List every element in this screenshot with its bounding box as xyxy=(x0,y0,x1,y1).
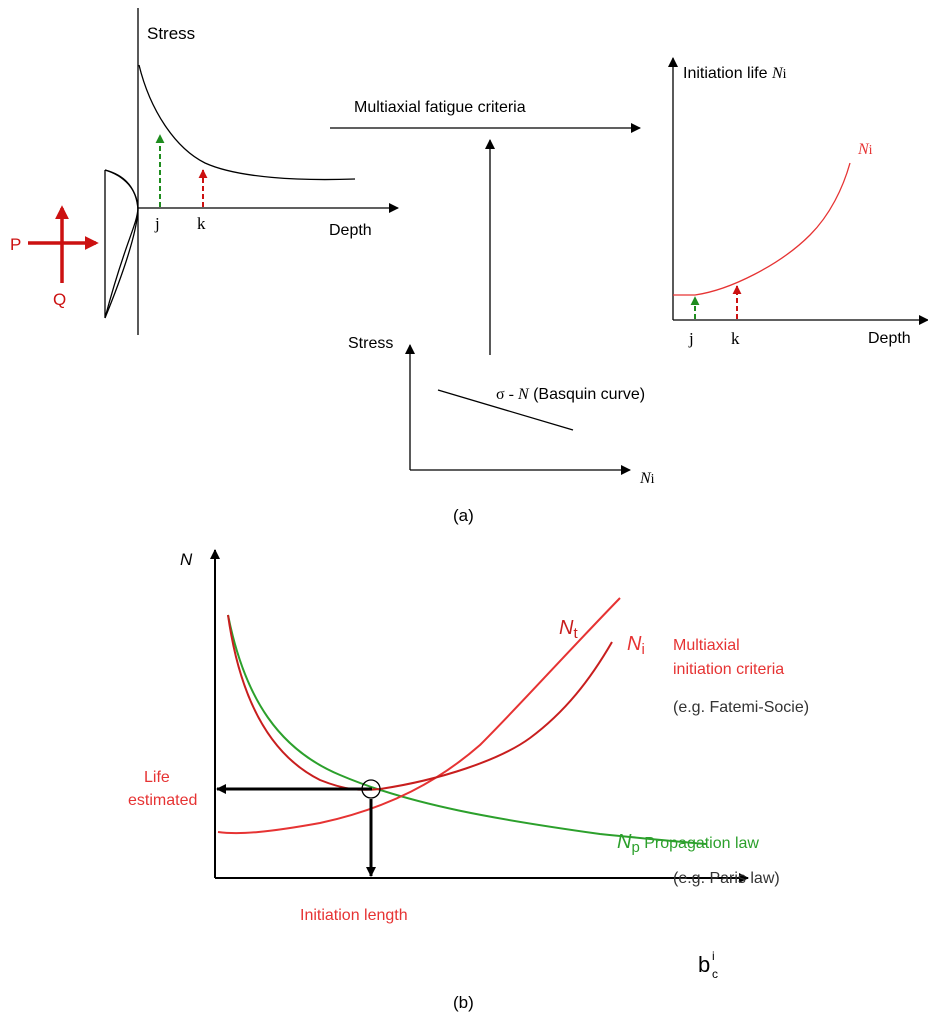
np-propagation-curve xyxy=(227,614,708,845)
stress-axis-label: Stress xyxy=(147,24,195,43)
initiation-life-curve xyxy=(673,162,851,296)
np-example: (e.g. Paris law) xyxy=(673,870,780,887)
ni-initiation-curve xyxy=(217,597,621,835)
initiation-life-plot: Initiation life Ni Ni Depth j k xyxy=(668,57,928,348)
point-j-label: j xyxy=(154,214,160,233)
basquin-plot: Stress σ - N (Basquin curve) Ni xyxy=(348,335,655,487)
criteria-flow: Multiaxial fatigue criteria xyxy=(330,99,641,355)
point-k-label: k xyxy=(197,214,206,233)
contact-pad-arc xyxy=(104,169,139,319)
basquin-y-label: Stress xyxy=(348,335,393,352)
stress-decay-curve xyxy=(138,64,356,181)
load-p-label: P xyxy=(10,235,21,254)
nt-total-curve xyxy=(227,614,613,791)
stress-depth-plot: Stress Depth j k xyxy=(137,8,399,335)
basquin-curve xyxy=(437,389,574,431)
life-curve-label: Ni xyxy=(857,141,873,158)
basquin-x-label: Ni xyxy=(639,470,655,487)
b-x-label-sup: i xyxy=(712,949,715,963)
np-label: Np Propagation law xyxy=(617,831,759,856)
life-point-k-label: k xyxy=(731,329,740,348)
life-estimated-line2: estimated xyxy=(128,792,197,809)
initiation-length-label: Initiation length xyxy=(300,907,408,924)
basquin-curve-label: σ - N (Basquin curve) xyxy=(496,386,645,403)
life-point-j-label: j xyxy=(688,329,694,348)
life-y-label: Initiation life Ni xyxy=(683,65,787,82)
panel-b: N b c i Nt Ni Multiaxial initiation crit… xyxy=(128,549,809,1012)
life-x-label: Depth xyxy=(868,330,911,347)
caption-a: (a) xyxy=(453,506,474,525)
contact-pad-shape xyxy=(104,169,139,319)
optimum-point-circle xyxy=(361,779,381,799)
load-arrows: P Q xyxy=(10,205,99,309)
ni-text-line2: initiation criteria xyxy=(673,661,784,678)
b-y-label: N xyxy=(180,550,193,569)
criteria-label: Multiaxial fatigue criteria xyxy=(354,99,526,116)
nt-label: Nt xyxy=(559,617,578,642)
depth-axis-label: Depth xyxy=(329,222,372,239)
ni-label: Ni xyxy=(627,633,645,658)
ni-example: (e.g. Fatemi-Socie) xyxy=(673,699,809,716)
b-x-label-sub: c xyxy=(712,967,718,981)
panel-a: P Q Stress Depth j k Multiaxial fatigue … xyxy=(10,8,928,525)
ni-text-line1: Multiaxial xyxy=(673,637,740,654)
load-q-label: Q xyxy=(53,290,66,309)
caption-b: (b) xyxy=(453,993,474,1012)
b-x-label: b xyxy=(698,952,710,977)
life-estimated-line1: Life xyxy=(144,769,170,786)
